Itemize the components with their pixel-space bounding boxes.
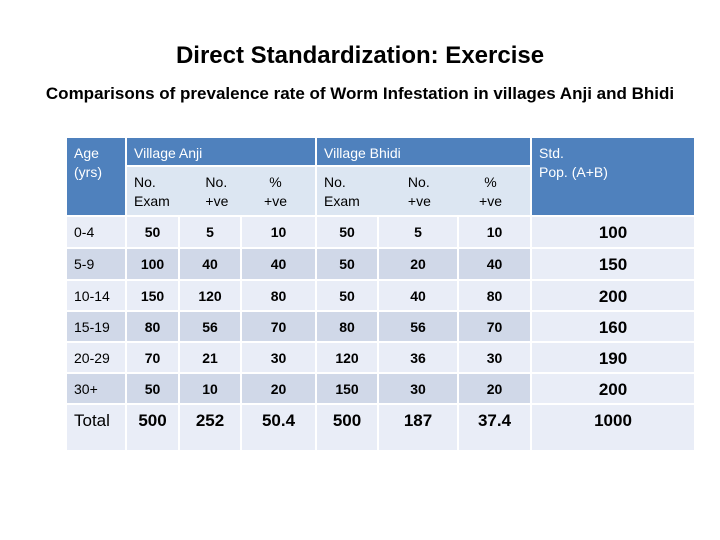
value-cell: 120 [316,342,378,373]
sub-header-cell: No. Exam [134,173,170,209]
value-cell: 10 [179,373,241,404]
value-cell: 50 [126,373,179,404]
value-cell: 70 [241,311,316,342]
value-cell: 80 [126,311,179,342]
value-cell: 30 [241,342,316,373]
value-cell: 80 [458,280,531,311]
value-cell: 20 [378,248,458,280]
text-line: +ve [407,193,431,209]
value-cell: 187 [378,404,458,451]
value-cell: 150 [316,373,378,404]
value-cell: 37.4 [458,404,531,451]
value-cell: 500 [126,404,179,451]
row-label: 20-29 [66,342,126,373]
sub-header-cell: No. Exam [324,173,360,209]
text-line: (yrs) [74,164,102,180]
text-line: Village Anji [134,145,203,161]
subtitle: Comparisons of prevalence rate of Worm I… [45,84,675,103]
sub-header: No. Exam No. +ve% +ve [316,166,531,216]
text-line: Exam [324,193,360,209]
value-cell: 80 [241,280,316,311]
value-cell: 36 [378,342,458,373]
text-line: No. [134,174,156,190]
row-label: 5-9 [66,248,126,280]
value-cell: 200 [531,280,695,311]
group-header: Village Anji [126,137,316,166]
value-cell: 252 [179,404,241,451]
value-cell: 80 [316,311,378,342]
row-label: 15-19 [66,311,126,342]
value-cell: 40 [378,280,458,311]
row-label: Total [66,404,126,451]
value-cell: 50.4 [241,404,316,451]
row-label: 0-4 [66,216,126,248]
text-line: +ve [205,193,229,209]
value-cell: 100 [126,248,179,280]
value-cell: 190 [531,342,695,373]
row-label: 10-14 [66,280,126,311]
value-cell: 50 [126,216,179,248]
text-line: % [484,174,497,190]
value-cell: 500 [316,404,378,451]
value-cell: 5 [179,216,241,248]
value-cell: 200 [531,373,695,404]
std-header: Std. Pop. (A+B) [531,137,695,216]
sub-header: No. Exam No. +ve% +ve [126,166,316,216]
text-line: Pop. (A+B) [539,164,608,180]
title: Direct Standardization: Exercise [175,42,545,69]
value-cell: 21 [179,342,241,373]
value-cell: 30 [458,342,531,373]
value-cell: 120 [179,280,241,311]
sub-header-cell: % +ve [479,173,502,209]
sub-header-cell: No. +ve [408,173,431,209]
row-label: 30+ [66,373,126,404]
value-cell: 20 [241,373,316,404]
value-cell: 30 [378,373,458,404]
sub-header-cell: No. +ve [205,173,228,209]
value-cell: 100 [531,216,695,248]
value-cell: 50 [316,248,378,280]
age-header: Age (yrs) [66,137,126,216]
text-line: +ve [264,193,287,209]
value-cell: 56 [378,311,458,342]
value-cell: 50 [316,216,378,248]
value-cell: 70 [458,311,531,342]
value-cell: 40 [179,248,241,280]
value-cell: 160 [531,311,695,342]
value-cell: 1000 [531,404,695,451]
text-line: Village Bhidi [324,145,401,161]
value-cell: 70 [126,342,179,373]
sub-header-cell: % +ve [264,173,287,209]
value-cell: 40 [241,248,316,280]
group-header: Village Bhidi [316,137,531,166]
value-cell: 10 [458,216,531,248]
text-line: No. [407,174,430,190]
value-cell: 56 [179,311,241,342]
value-cell: 150 [531,248,695,280]
value-cell: 150 [126,280,179,311]
value-cell: 40 [458,248,531,280]
value-cell: 5 [378,216,458,248]
text-line: Age [74,145,99,161]
text-line: Exam [134,193,170,209]
value-cell: 50 [316,280,378,311]
text-line: No. [324,174,346,190]
value-cell: 10 [241,216,316,248]
text-line: +ve [479,193,502,209]
text-line: % [269,174,282,190]
value-cell: 20 [458,373,531,404]
text-line: No. [205,174,228,190]
text-line: Std. [539,145,564,161]
